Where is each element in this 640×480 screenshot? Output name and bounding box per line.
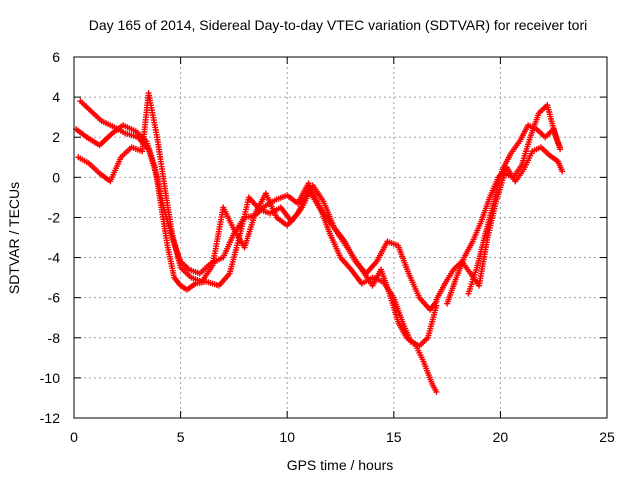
plot-frame: [73, 56, 608, 419]
chart-title: Day 165 of 2014, Sidereal Day-to-day VTE…: [89, 17, 588, 33]
axis-ticks: [73, 56, 608, 419]
x-tick-label: 25: [599, 429, 615, 445]
data-point: [433, 302, 440, 309]
series-track-2: [77, 98, 440, 349]
x-tick-label: 0: [70, 429, 78, 445]
series-track-5: [444, 144, 566, 307]
data-point: [433, 388, 440, 395]
x-axis-label: GPS time / hours: [287, 457, 394, 473]
series-track-3: [75, 90, 440, 395]
series-track-4: [433, 102, 564, 303]
y-tick-label: 4: [52, 89, 60, 105]
x-tick-label: 10: [279, 429, 295, 445]
x-tick-label: 20: [493, 429, 509, 445]
y-tick-label: -10: [40, 370, 60, 386]
y-tick-label: 0: [52, 169, 60, 185]
y-tick-label: -2: [48, 209, 61, 225]
data-point: [559, 168, 566, 175]
x-tick-labels: 0 5 10 15 20 25: [70, 429, 615, 445]
y-tick-label: 2: [52, 129, 60, 145]
y-tick-labels: -12 -10 -8 -6 -4 -2 0 2 4 6: [40, 49, 60, 426]
y-tick-label: -6: [48, 290, 61, 306]
x-tick-label: 5: [177, 429, 185, 445]
y-axis-label: SDTVAR / TECUs: [6, 182, 22, 294]
data-points: [73, 90, 566, 395]
series-track-6: [465, 122, 564, 297]
y-tick-label: -4: [48, 250, 61, 266]
x-tick-label: 15: [386, 429, 402, 445]
data-point: [557, 146, 564, 153]
y-tick-label: 6: [52, 49, 60, 65]
y-tick-label: -12: [40, 410, 60, 426]
y-tick-label: -8: [48, 330, 61, 346]
